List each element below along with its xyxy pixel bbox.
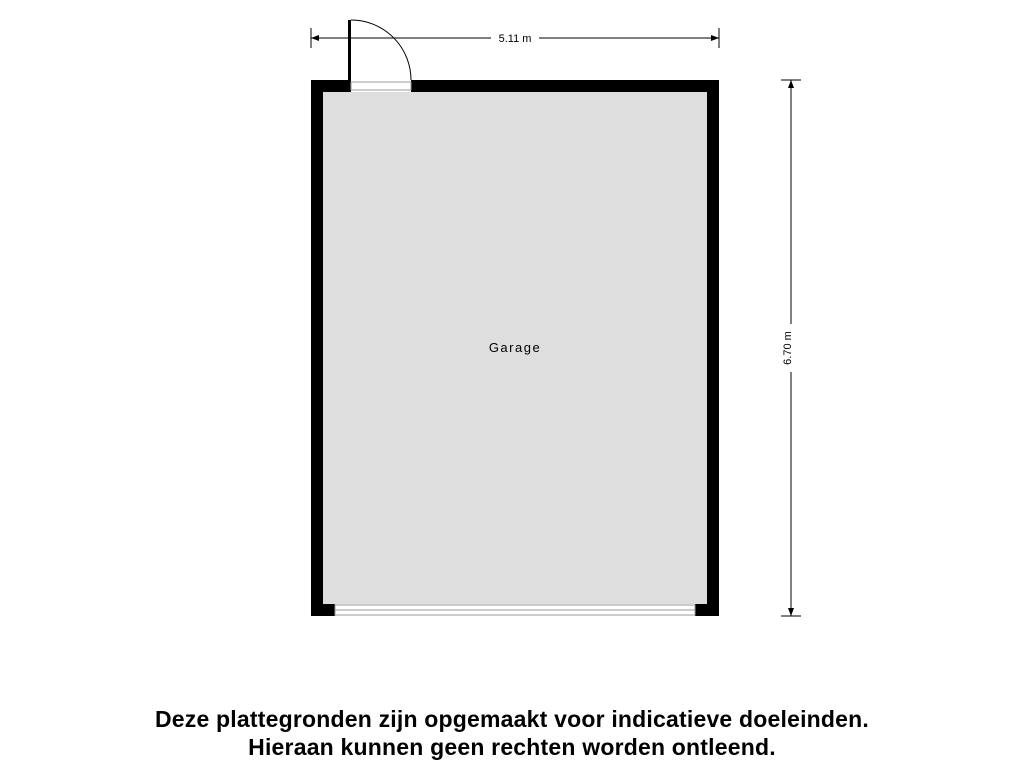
door-swing-arc: [351, 20, 411, 80]
floorplan-svg: Garage 5.11 m 6.70 m: [0, 0, 1024, 768]
dim-top-arrow-left: [311, 35, 319, 41]
wall-right: [707, 80, 719, 616]
dim-right-arrow-bottom: [788, 608, 794, 616]
caption-line-1: Deze plattegronden zijn opgemaakt voor i…: [0, 706, 1024, 733]
wall-left: [311, 80, 323, 616]
dim-right-label: 6.70 m: [782, 331, 794, 365]
door-threshold: [351, 82, 411, 90]
dim-right-arrow-top: [788, 80, 794, 88]
dim-top-label: 5.11 m: [499, 33, 532, 45]
room-label: Garage: [489, 340, 541, 355]
caption-line-2: Hieraan kunnen geen rechten worden ontle…: [0, 734, 1024, 761]
floorplan-stage: Garage 5.11 m 6.70 m Deze plattegronden zi…: [0, 0, 1024, 768]
wall-bottom-seg-left: [311, 604, 335, 616]
door-leaf: [348, 20, 351, 80]
dim-top-arrow-right: [711, 35, 719, 41]
wall-top-seg-left: [311, 80, 351, 92]
wall-top-seg-right: [411, 80, 719, 92]
wall-bottom-seg-right: [695, 604, 719, 616]
